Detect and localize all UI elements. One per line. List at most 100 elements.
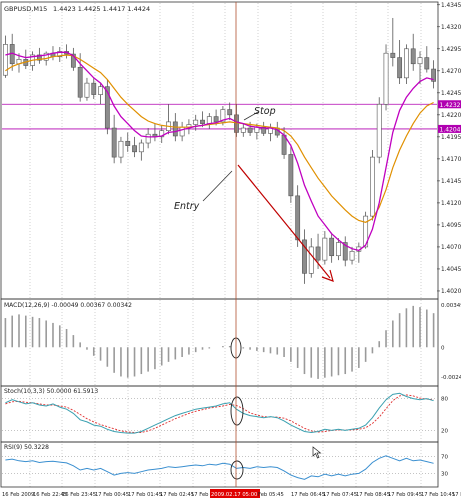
rsi-panel: 70 30 RSI(9) 50.3228 [0, 441, 448, 488]
candle-bearish [247, 127, 253, 133]
time-label: 17 Feb 02:45 [160, 492, 194, 498]
stop-label: Stop [254, 106, 276, 117]
candle-bullish [376, 103, 382, 158]
macd-label: MACD(12,26,9) -0.00049 0.00367 0.00342 [4, 302, 132, 309]
candle-bullish [417, 57, 423, 65]
ma-fast-line [5, 51, 434, 252]
time-label: 17 Feb 10:45 [421, 492, 455, 498]
candle-bearish [132, 145, 137, 153]
price-tick-label: 1.4320 [441, 25, 461, 31]
stoch-tick-label: 20 [441, 428, 448, 434]
candle-bearish [36, 54, 42, 61]
ohlc-label: 1.4423 1.4425 1.4417 1.4424 [53, 5, 150, 13]
price-tick-label: 1.4070 [441, 245, 461, 251]
candle-bullish [404, 48, 409, 79]
time-label: 17 Feb 03:45 [191, 492, 225, 498]
price-tick-label: 1.4095 [441, 223, 461, 229]
macd-tick-label: -0.00246 [441, 375, 461, 381]
candle-bearish [213, 116, 219, 123]
rsi-highlight-ellipse [230, 460, 244, 480]
macd-tick-label: 0.00349 [441, 303, 461, 309]
price-tick-label: 1.4245 [441, 91, 461, 97]
stoch-levels [2, 398, 437, 431]
rsi-line [5, 455, 434, 480]
candle-bearish [342, 242, 348, 261]
price-tick-label: 1.4120 [441, 201, 461, 207]
time-label: 17 Feb 01:45 [128, 492, 162, 498]
candle-bearish [410, 48, 416, 65]
rsi-line [5, 455, 434, 480]
time-label-highlight: 2009.02.17 05:00 [211, 492, 257, 498]
candle-bullish [118, 140, 124, 158]
candle-bullish [84, 82, 90, 98]
rsi-tick-label: 70 [441, 455, 448, 461]
candle-bearish [315, 246, 321, 261]
candle-bearish [125, 140, 131, 146]
rsi-tick-label: 30 [441, 471, 448, 477]
price-tick-label: 1.4170 [441, 157, 461, 163]
stoch-lines [5, 392, 434, 434]
time-label: 16 Feb 2009 [2, 492, 34, 498]
stoch-signal-line [5, 394, 434, 433]
candle-bullish [349, 251, 355, 261]
stoch-tick-label: 80 [441, 397, 448, 403]
price-tick-label: 1.4020 [441, 289, 461, 295]
candle-bullish [138, 142, 144, 153]
time-label: 17 Feb 09:45 [388, 492, 422, 498]
price-axis: 1.4345 1.4320 1.4295 1.4270 1.4245 1.4220 1.41… [437, 3, 461, 295]
candle-bullish [159, 130, 165, 138]
candle-bearish [104, 86, 110, 129]
stoch-highlight-ellipse [230, 396, 244, 426]
price-tick-label: 1.4345 [441, 3, 461, 9]
candle-bearish [390, 52, 396, 58]
macd-histogram [4, 305, 435, 379]
trend-arrowhead [321, 269, 334, 282]
stoch-label: Stoch(10,3,3) 50.0000 61.5913 [4, 388, 98, 395]
candle-bearish [91, 82, 97, 95]
candle-bullish [370, 156, 375, 217]
candle-bearish [295, 195, 301, 241]
candle-bullish [322, 237, 328, 261]
candle-bullish [193, 119, 199, 125]
candle-bullish [57, 51, 63, 58]
price-horizontal-lines: 1.4232 1.4204 [2, 100, 461, 133]
trend-arrow [237, 164, 331, 279]
candle-bearish [70, 53, 76, 68]
stop-level-price-tag [438, 100, 461, 109]
time-label: 17 Feb 07:45 [323, 492, 357, 498]
annotations: Stop Entry [174, 106, 334, 282]
symbol-label: GBPUSD,M15 [4, 5, 47, 13]
rsi-panel-frame [0, 441, 439, 488]
candle-bullish [145, 133, 151, 144]
stop-pointer [243, 111, 259, 121]
candle-bullish [2, 44, 8, 76]
candle-bearish [302, 239, 307, 274]
price-tick-label: 1.4295 [441, 47, 461, 53]
entry-pointer [202, 170, 233, 202]
candle-bullish [98, 86, 103, 95]
time-label: 17 Feb 06:45 [291, 492, 325, 498]
candle-bullish [308, 246, 314, 274]
macd-axis: 0.00349 0 -0.00246 [441, 303, 461, 381]
candle-bullish [206, 116, 212, 124]
candle-bearish [431, 68, 437, 82]
candle-bullish [43, 52, 49, 61]
macd-tick-label: 0 [441, 345, 445, 351]
candle-bearish [234, 114, 239, 133]
time-label: 16 Feb 22:45 [33, 492, 67, 498]
entry-level-price-tag-text: 1.4204 [440, 126, 461, 133]
candle-bullish [383, 52, 389, 105]
candle-bearish [200, 119, 205, 124]
candle-bearish [329, 237, 335, 257]
time-label: Feb 05:45 [258, 492, 284, 498]
price-tick-label: 1.4270 [441, 69, 461, 75]
candle-bullish [220, 109, 226, 123]
price-tick-label: 1.4145 [441, 179, 461, 185]
candle-bearish [261, 126, 267, 134]
time-label: 17 Feb 00:45 [95, 492, 129, 498]
candle-bearish [397, 57, 403, 79]
candle-bearish [227, 109, 233, 116]
